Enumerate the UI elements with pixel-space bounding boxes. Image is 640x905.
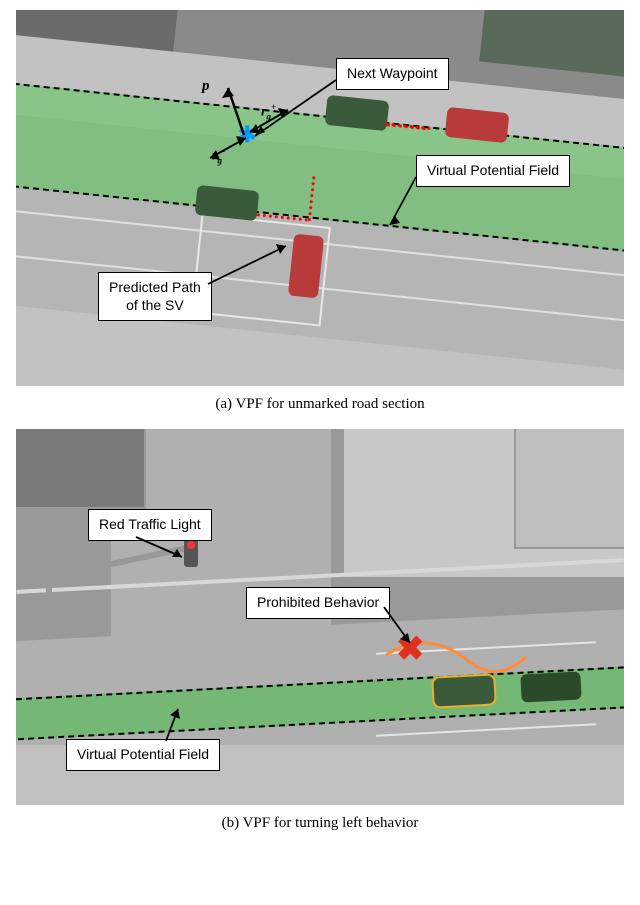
figure-panel-b: ✖ Red Traffic Light Prohibited Behavior … [0, 429, 640, 832]
p-label: p [202, 78, 210, 95]
leader-line [156, 705, 186, 745]
next-waypoint-label: Next Waypoint [336, 58, 449, 90]
leader-line [382, 605, 422, 651]
scene-a: ✱ p rg- rg+ Next Waypoint Virtual Potent… [16, 10, 624, 386]
predicted-path-label: Predicted Path of the SV [98, 272, 212, 321]
figure-panel-a: ✱ p rg- rg+ Next Waypoint Virtual Potent… [0, 10, 640, 413]
caption-b: (b) VPF for turning left behavior [0, 815, 640, 832]
building [514, 429, 624, 549]
caption-a: (a) VPF for unmarked road section [0, 396, 640, 413]
leader-line [132, 535, 188, 565]
leader-line [386, 175, 426, 235]
car [195, 185, 260, 221]
leader-line [204, 240, 294, 290]
scene-b: ✖ Red Traffic Light Prohibited Behavior … [16, 429, 624, 805]
building [16, 429, 146, 509]
vpf-label-b: Virtual Potential Field [66, 739, 220, 771]
leader-line [251, 78, 341, 148]
prohibited-label: Prohibited Behavior [246, 587, 390, 619]
car [445, 107, 510, 143]
building [479, 10, 624, 78]
rg-left-label: rg- [212, 146, 225, 165]
traffic-light-pole [46, 559, 52, 639]
vpf-label: Virtual Potential Field [416, 155, 570, 187]
